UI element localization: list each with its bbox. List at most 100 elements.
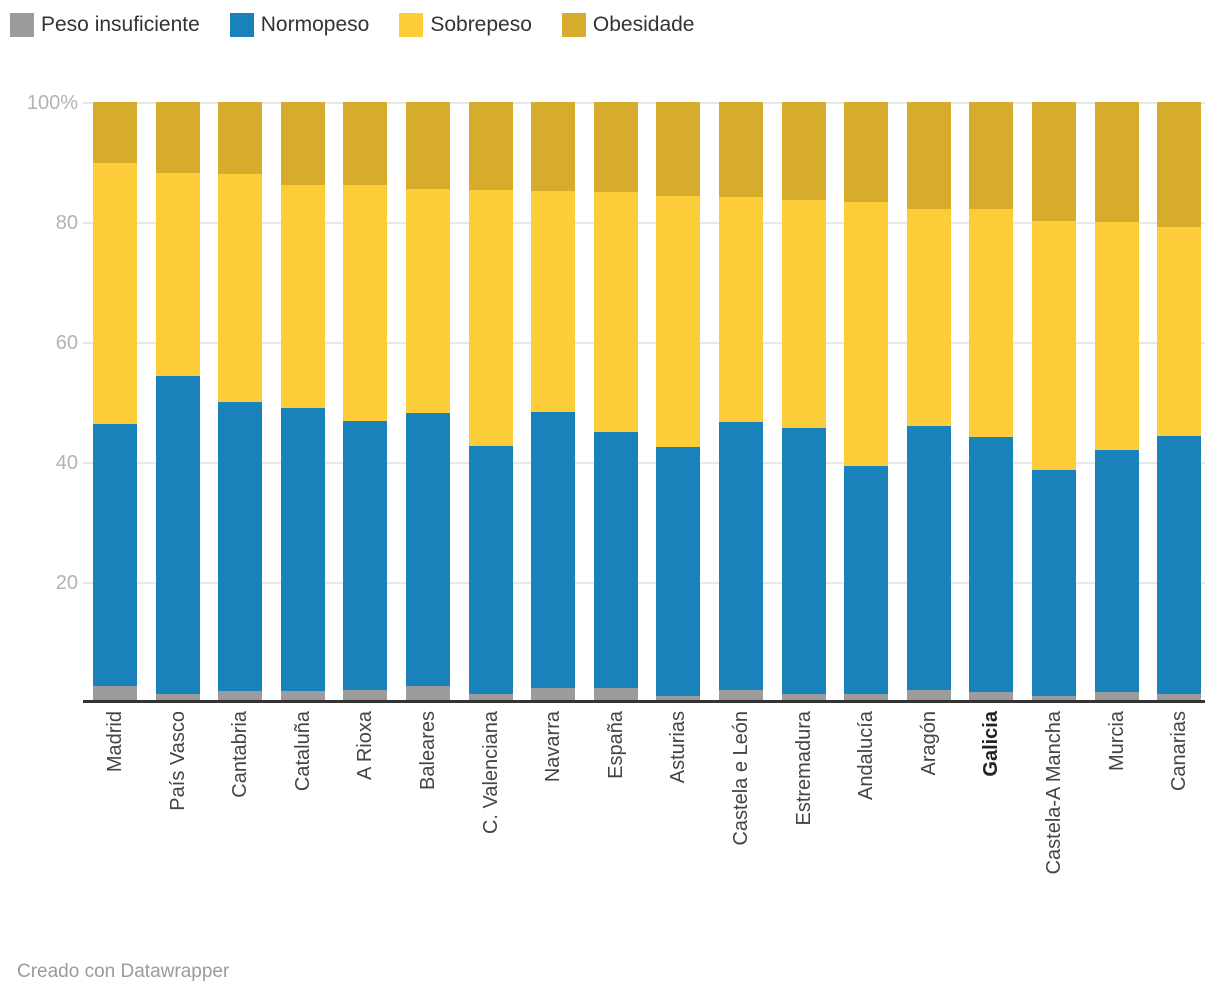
x-axis-label: Baleares xyxy=(416,711,440,795)
x-axis-label-text: Cantabria xyxy=(229,711,252,798)
bar-segment[interactable] xyxy=(906,102,951,210)
bar-segment[interactable] xyxy=(719,690,763,702)
bar-segment[interactable] xyxy=(844,201,889,466)
x-axis-label-text: Andalucía xyxy=(855,711,878,800)
bar-segment[interactable] xyxy=(969,691,1014,702)
bar-segment[interactable] xyxy=(719,196,763,423)
x-axis-label-text: Castela e León xyxy=(730,711,752,846)
x-axis-label: Castela-A Mancha xyxy=(1042,711,1066,879)
bar-segment[interactable] xyxy=(406,685,450,702)
bar-segment[interactable] xyxy=(93,423,137,686)
gridline xyxy=(83,102,1205,104)
bar-segment[interactable] xyxy=(155,694,200,702)
bar-segment[interactable] xyxy=(656,195,701,447)
gridline xyxy=(83,342,1205,344)
x-axis-label: Andalucía xyxy=(854,711,878,805)
bar-segment[interactable] xyxy=(593,688,638,702)
bar-segment[interactable] xyxy=(1157,435,1202,695)
x-axis-label: Estremadura xyxy=(792,711,816,831)
bar-segment[interactable] xyxy=(719,422,763,690)
x-axis-label: Castela e León xyxy=(729,711,753,851)
legend: Peso insuficiente Normopeso Sobrepeso Obesi… xyxy=(10,13,694,37)
legend-item: Normopeso xyxy=(229,13,369,37)
bar-segment[interactable] xyxy=(1032,696,1076,702)
legend-swatch-icon xyxy=(561,13,586,37)
bar-segment[interactable] xyxy=(93,163,137,424)
bar-segment[interactable] xyxy=(656,102,701,196)
x-axis-label: C. Valenciana xyxy=(479,711,503,839)
bar-segment[interactable] xyxy=(468,693,513,702)
x-axis-label-text: Castela-A Mancha xyxy=(1043,711,1065,875)
x-axis-label-text: País Vasco xyxy=(166,711,189,811)
bar-segment[interactable] xyxy=(719,102,763,197)
bar-segment[interactable] xyxy=(1094,102,1139,222)
bar-segment[interactable] xyxy=(1032,102,1076,221)
bar-segment[interactable] xyxy=(844,465,889,694)
bar-segment[interactable] xyxy=(93,685,137,702)
bar-segment[interactable] xyxy=(531,191,576,412)
bar-segment[interactable] xyxy=(969,437,1014,692)
bar-segment[interactable] xyxy=(406,189,450,414)
x-axis-label: Canarias xyxy=(1167,711,1191,796)
bar-segment[interactable] xyxy=(781,102,826,201)
x-axis-label-text: Cataluña xyxy=(291,711,314,792)
bar-segment[interactable] xyxy=(406,102,450,189)
bar-segment[interactable] xyxy=(844,693,889,702)
bar-segment[interactable] xyxy=(343,102,388,185)
bar-segment[interactable] xyxy=(155,375,200,695)
legend-item: Obesidade xyxy=(561,13,695,37)
bar-segment[interactable] xyxy=(468,445,513,694)
bar-segment[interactable] xyxy=(406,413,450,686)
bar-segment[interactable] xyxy=(906,426,951,690)
bar-segment[interactable] xyxy=(218,102,263,174)
bar-segment[interactable] xyxy=(1157,694,1202,702)
bar-segment[interactable] xyxy=(1094,450,1139,692)
bar-segment[interactable] xyxy=(969,102,1014,210)
bar-segment[interactable] xyxy=(343,184,388,422)
bar-segment[interactable] xyxy=(1157,226,1202,436)
x-axis-label: Navarra xyxy=(541,711,565,787)
bar-segment[interactable] xyxy=(1094,222,1139,450)
bar-segment[interactable] xyxy=(781,200,826,429)
bar-segment[interactable] xyxy=(593,102,638,192)
bar-segment[interactable] xyxy=(1157,102,1202,227)
bar-segment[interactable] xyxy=(343,690,388,702)
bar-segment[interactable] xyxy=(280,691,325,702)
bar-segment[interactable] xyxy=(280,408,325,692)
bar-segment[interactable] xyxy=(844,102,889,202)
footer-credit[interactable]: Creado con Datawrapper xyxy=(17,961,230,982)
bar-segment[interactable] xyxy=(468,189,513,446)
bar-segment[interactable] xyxy=(93,102,137,164)
bar-segment[interactable] xyxy=(1094,691,1139,702)
x-axis-label-text: A Rioxa xyxy=(354,711,377,780)
bar-segment[interactable] xyxy=(656,696,701,702)
x-axis-label-text: Galicia xyxy=(980,711,1003,777)
bar-segment[interactable] xyxy=(218,691,263,702)
bar-segment[interactable] xyxy=(218,174,263,402)
bar-segment[interactable] xyxy=(1032,469,1076,696)
legend-label: Sobrepeso xyxy=(430,13,532,36)
bar-segment[interactable] xyxy=(343,421,388,690)
legend-label: Obesidade xyxy=(592,13,695,36)
bar-segment[interactable] xyxy=(280,102,325,185)
bar-segment[interactable] xyxy=(531,102,576,192)
bar-segment[interactable] xyxy=(593,432,638,689)
bar-segment[interactable] xyxy=(155,173,200,376)
x-axis-label-text: Estremadura xyxy=(792,711,815,826)
bar-segment[interactable] xyxy=(1032,220,1076,470)
bar-segment[interactable] xyxy=(155,102,200,174)
bar-segment[interactable] xyxy=(531,688,576,702)
bar-segment[interactable] xyxy=(781,428,826,694)
bar-segment[interactable] xyxy=(906,690,951,702)
bar-segment[interactable] xyxy=(593,192,638,432)
y-axis-tick-label: 40 xyxy=(55,452,78,474)
bar-segment[interactable] xyxy=(218,402,263,692)
bar-segment[interactable] xyxy=(781,693,826,702)
bar-segment[interactable] xyxy=(531,411,576,689)
bar-segment[interactable] xyxy=(656,447,701,696)
bar-segment[interactable] xyxy=(906,209,951,426)
bar-segment[interactable] xyxy=(280,184,325,408)
bar-segment[interactable] xyxy=(468,102,513,190)
bar-segment[interactable] xyxy=(969,209,1014,438)
